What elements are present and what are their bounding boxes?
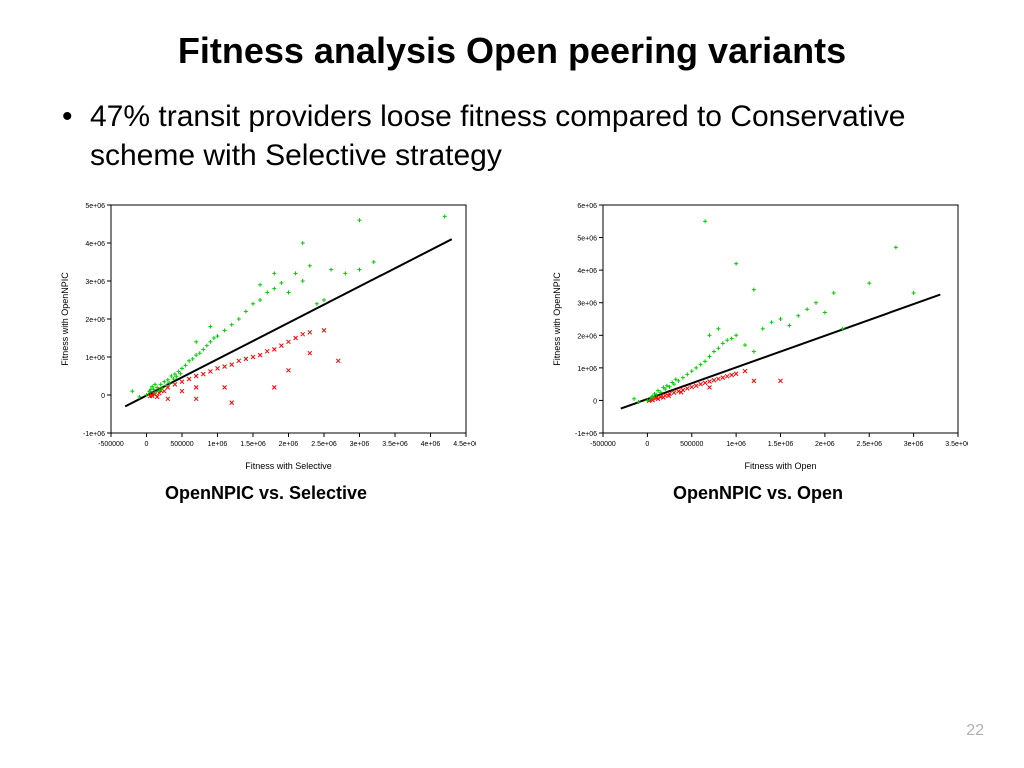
svg-text:0: 0 [645, 441, 649, 448]
svg-text:2e+06: 2e+06 [815, 441, 835, 448]
svg-text:3e+06: 3e+06 [350, 441, 370, 448]
bullet-item: 47% transit providers loose fitness comp… [90, 97, 964, 175]
page-number: 22 [966, 722, 984, 740]
chart-right-wrap: -500000 0 500000 1e+06 1.5e+06 2e+06 2.5e+06 3e… [548, 195, 968, 504]
chart-left: -500000 0 500000 1e+06 1.5e+06 2e+06 2.5e+06 3e… [56, 195, 476, 475]
svg-text:4e+06: 4e+06 [85, 241, 105, 248]
svg-text:-1e+06: -1e+06 [575, 431, 597, 438]
svg-text:4.5e+06: 4.5e+06 [453, 441, 476, 448]
svg-text:1e+06: 1e+06 [726, 441, 746, 448]
svg-text:0: 0 [593, 398, 597, 405]
svg-text:2e+06: 2e+06 [85, 317, 105, 324]
chart-right: -500000 0 500000 1e+06 1.5e+06 2e+06 2.5e+06 3e… [548, 195, 968, 475]
svg-text:3.5e+06: 3.5e+06 [945, 441, 968, 448]
svg-text:2e+06: 2e+06 [279, 441, 299, 448]
svg-text:1.5e+06: 1.5e+06 [240, 441, 266, 448]
svg-text:0: 0 [101, 393, 105, 400]
svg-text:1e+06: 1e+06 [85, 355, 105, 362]
svg-text:2e+06: 2e+06 [577, 333, 597, 340]
svg-text:1.5e+06: 1.5e+06 [768, 441, 794, 448]
svg-text:Fitness with OpenNPIC: Fitness with OpenNPIC [552, 272, 562, 366]
svg-text:4e+06: 4e+06 [577, 268, 597, 275]
chart-right-caption: OpenNPIC vs. Open [673, 483, 843, 504]
svg-text:1e+06: 1e+06 [208, 441, 228, 448]
svg-text:5e+06: 5e+06 [85, 203, 105, 210]
svg-text:Fitness with Selective: Fitness with Selective [245, 461, 332, 471]
svg-text:3e+06: 3e+06 [85, 279, 105, 286]
svg-text:5e+06: 5e+06 [577, 236, 597, 243]
svg-text:Fitness with Open: Fitness with Open [744, 461, 816, 471]
svg-text:Fitness with OpenNPIC: Fitness with OpenNPIC [60, 272, 70, 366]
svg-text:1e+06: 1e+06 [577, 366, 597, 373]
svg-text:500000: 500000 [680, 441, 703, 448]
svg-text:3e+06: 3e+06 [577, 301, 597, 308]
svg-text:3.5e+06: 3.5e+06 [382, 441, 408, 448]
chart-left-wrap: -500000 0 500000 1e+06 1.5e+06 2e+06 2.5e+06 3e… [56, 195, 476, 504]
svg-text:6e+06: 6e+06 [577, 203, 597, 210]
svg-text:2.5e+06: 2.5e+06 [311, 441, 337, 448]
charts-row: -500000 0 500000 1e+06 1.5e+06 2e+06 2.5e+06 3e… [0, 185, 1024, 504]
svg-text:0: 0 [145, 441, 149, 448]
svg-text:500000: 500000 [170, 441, 193, 448]
svg-text:4e+06: 4e+06 [421, 441, 441, 448]
svg-text:2.5e+06: 2.5e+06 [857, 441, 883, 448]
bullet-list: 47% transit providers loose fitness comp… [0, 82, 1024, 185]
chart-left-caption: OpenNPIC vs. Selective [165, 483, 367, 504]
svg-text:-500000: -500000 [590, 441, 616, 448]
svg-text:3e+06: 3e+06 [904, 441, 924, 448]
svg-text:-500000: -500000 [98, 441, 124, 448]
slide-title: Fitness analysis Open peering variants [0, 0, 1024, 82]
svg-text:-1e+06: -1e+06 [83, 431, 105, 438]
